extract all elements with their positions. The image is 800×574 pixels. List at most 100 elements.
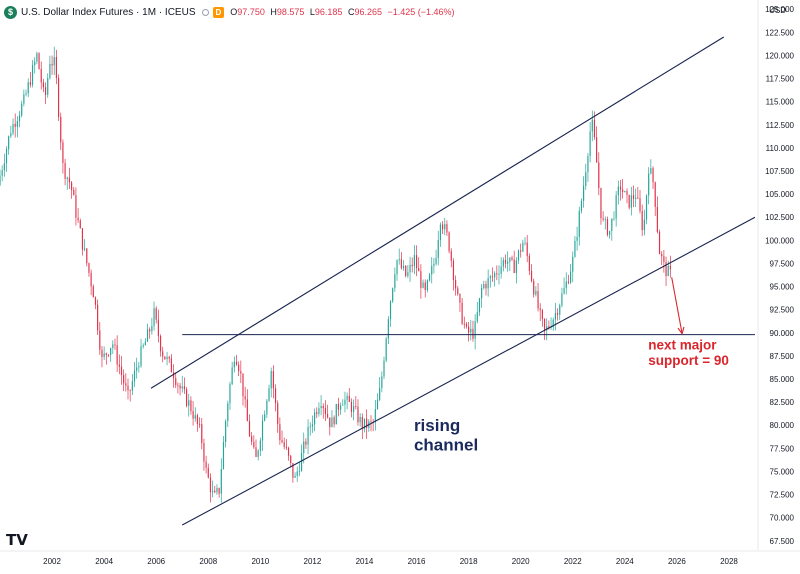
candle — [387, 316, 389, 345]
x-tick-label: 2004 — [95, 557, 113, 566]
x-tick-label: 2006 — [147, 557, 165, 566]
dollar-circle-icon[interactable]: $ — [4, 5, 17, 19]
candle — [84, 239, 86, 252]
candle — [309, 422, 311, 436]
candle — [491, 267, 494, 282]
y-tick-label: 100.000 — [765, 236, 794, 245]
candle — [494, 271, 496, 287]
candle — [398, 248, 400, 265]
candle — [5, 146, 8, 173]
candle — [107, 354, 110, 358]
candle — [216, 484, 218, 495]
candle — [27, 78, 29, 98]
candle — [274, 384, 277, 412]
candle — [313, 408, 316, 432]
candle — [615, 191, 617, 227]
status-dot-icon — [201, 8, 209, 16]
candle — [498, 265, 500, 285]
candle — [181, 375, 183, 393]
candle — [628, 194, 630, 210]
candle — [619, 179, 622, 201]
y-tick-label: 67.500 — [770, 537, 795, 546]
candle — [652, 166, 654, 189]
candle — [424, 279, 426, 298]
candle — [283, 437, 285, 450]
candle — [472, 320, 474, 342]
candle — [300, 444, 303, 472]
candle — [496, 265, 498, 281]
candle — [34, 57, 36, 74]
candle — [363, 418, 366, 433]
candle — [632, 185, 635, 208]
y-tick-label: 80.000 — [770, 421, 795, 430]
tradingview-logo-icon[interactable]: TV — [6, 531, 28, 549]
candle — [565, 272, 567, 295]
candle — [381, 371, 383, 393]
low-label: L — [309, 7, 315, 17]
candle — [630, 186, 632, 216]
candle — [153, 301, 155, 331]
candle — [99, 321, 101, 355]
candle — [64, 158, 66, 186]
candle — [344, 391, 346, 413]
candle — [455, 275, 457, 296]
y-tick-label: 85.000 — [770, 375, 795, 384]
candle — [53, 46, 55, 75]
candle — [346, 392, 348, 410]
candles — [0, 46, 671, 503]
candle — [500, 257, 502, 279]
low-value: 96.185 — [314, 7, 343, 17]
candle — [574, 236, 576, 258]
candle — [400, 252, 402, 270]
y-tick-label: 105.000 — [765, 190, 794, 199]
currency-label[interactable]: USD — [769, 6, 786, 15]
candle — [212, 480, 214, 498]
candle — [272, 365, 274, 399]
rising-channel-text: rising channel — [414, 416, 478, 455]
candle — [511, 255, 513, 261]
candle — [598, 152, 600, 196]
candle — [55, 49, 58, 85]
candle — [522, 239, 524, 253]
candle — [68, 167, 71, 189]
candle — [18, 110, 21, 128]
candle — [303, 432, 305, 464]
candle — [246, 389, 248, 422]
interval-badge[interactable]: D — [212, 6, 225, 18]
y-tick-label: 82.500 — [770, 398, 795, 407]
candle — [62, 139, 64, 174]
candle — [528, 253, 530, 276]
candle — [481, 284, 483, 308]
candle — [142, 343, 144, 349]
candle — [79, 218, 81, 229]
y-tick-label: 97.500 — [770, 259, 795, 268]
candle — [21, 100, 23, 118]
candle — [264, 410, 266, 422]
candle — [172, 364, 175, 388]
candle — [433, 257, 435, 274]
candle — [231, 361, 233, 386]
candle — [437, 230, 439, 266]
arrow — [671, 277, 683, 334]
candle — [103, 346, 105, 360]
candle — [342, 399, 344, 406]
candle — [207, 463, 209, 479]
candle — [0, 169, 1, 187]
candle — [409, 256, 411, 282]
candle — [541, 308, 543, 327]
candle — [470, 320, 472, 341]
candle — [635, 188, 637, 208]
candle — [112, 340, 114, 354]
x-axis[interactable]: 2002 2004 2006 2008 2010 2012 2014 2016 2018 2020… — [0, 550, 800, 566]
candle — [75, 187, 77, 226]
y-axis[interactable]: 67.500 70.000 72.500 75.000 77.500 80.000 82.5… — [757, 0, 795, 550]
candle — [97, 299, 99, 335]
candle — [413, 245, 415, 275]
trend-lines — [150, 36, 756, 526]
candle — [468, 321, 470, 342]
candle — [561, 287, 563, 308]
open-value: 97.750 — [237, 7, 265, 17]
candle — [411, 257, 413, 273]
candle — [164, 356, 166, 360]
